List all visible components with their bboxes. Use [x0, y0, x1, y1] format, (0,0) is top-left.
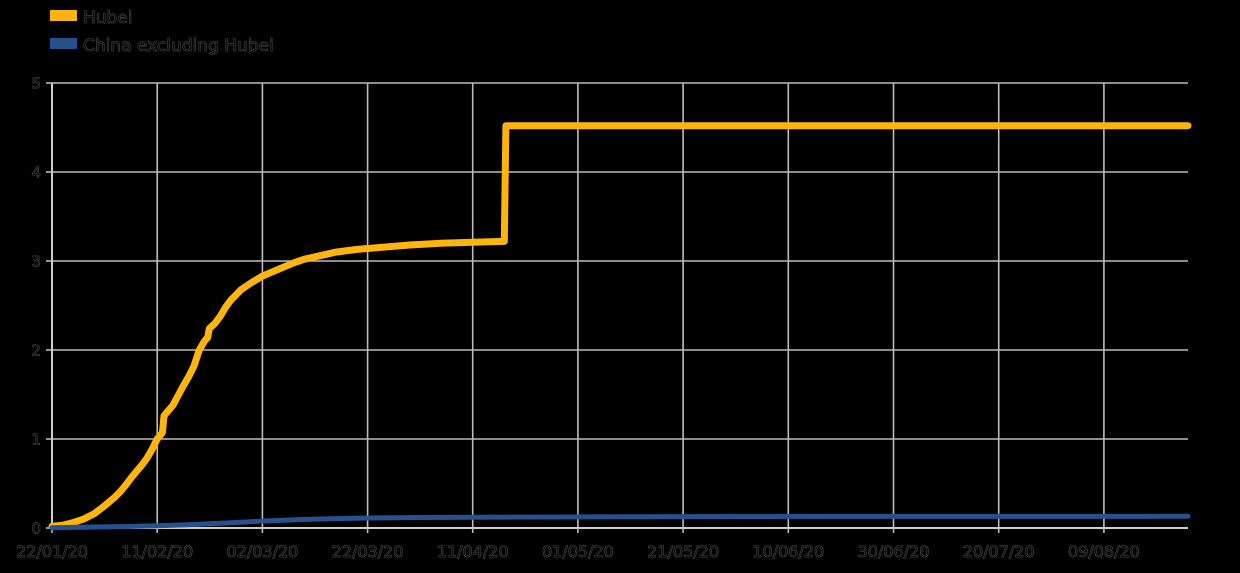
x-tick-label: 22/03/20 [332, 542, 404, 561]
y-tick-label: 3 [31, 252, 41, 270]
x-tick-label: 11/04/20 [437, 542, 509, 561]
y-axis-tick-labels: 0 1 2 3 4 5 [31, 74, 41, 538]
x-tick-label: 10/06/20 [752, 542, 824, 561]
series-line-china-excluding-hubei [49, 513, 1191, 531]
y-tick-label: 0 [31, 519, 41, 537]
x-tick-label: 21/05/20 [647, 542, 719, 561]
data-series-lines [48, 122, 1192, 531]
x-tick-label: 09/08/20 [1068, 542, 1140, 561]
legend-label-hubei: Hubei [83, 8, 133, 28]
legend-label-china-excluding-hubei: China excluding Hubei [83, 36, 274, 56]
x-tick-label: 02/03/20 [226, 542, 298, 561]
legend-swatch-hubei [50, 10, 77, 21]
y-tick-label: 4 [31, 163, 41, 181]
y-tick-label: 2 [31, 341, 41, 359]
x-axis-tick-labels: 22/01/20 11/02/20 02/03/20 22/03/20 11/04/20… [16, 542, 1140, 562]
x-tick-label: 20/07/20 [963, 542, 1035, 561]
y-tick-label: 1 [31, 430, 41, 448]
y-tick-label: 5 [31, 74, 41, 92]
x-tick-label: 30/06/20 [858, 542, 930, 561]
legend-swatch-china-excluding-hubei [50, 38, 77, 49]
series-line-hubei [48, 122, 1192, 530]
legend: Hubei China excluding Hubei [50, 8, 274, 56]
x-tick-label: 01/05/20 [542, 542, 614, 561]
x-tick-label: 22/01/20 [16, 542, 88, 561]
x-tick-label: 11/02/20 [121, 542, 193, 561]
